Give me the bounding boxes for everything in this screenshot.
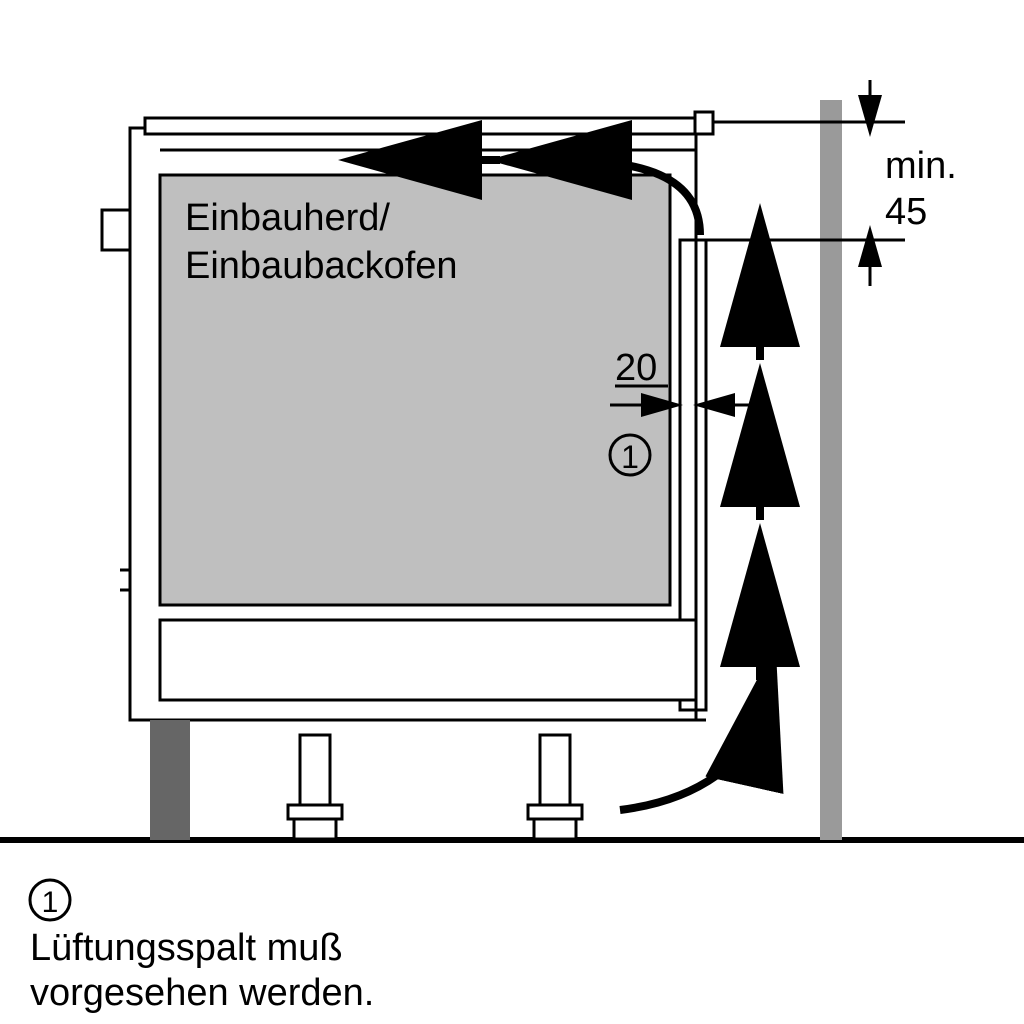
installation-diagram: Einbauherd/ Einbaubackofen min. 45 20 <box>0 0 1024 1024</box>
dim-20-value: 20 <box>615 347 657 389</box>
handle <box>102 210 130 250</box>
drawer <box>160 620 696 700</box>
callout-1-text: 1 <box>621 439 639 475</box>
foot-left <box>288 735 342 839</box>
oven-label-line2: Einbaubackofen <box>185 245 458 287</box>
oven-body <box>160 175 670 605</box>
wall <box>820 100 842 840</box>
plinth <box>150 720 190 840</box>
dim-min-text: min. <box>885 145 957 187</box>
legend-line1: Lüftungsspalt muß <box>30 927 343 969</box>
legend-line2: vorgesehen werden. <box>30 972 374 1014</box>
cooktop <box>145 118 705 134</box>
dim-min-value: 45 <box>885 191 927 233</box>
foot-right <box>528 735 582 839</box>
airflow-bottom-curve <box>620 715 760 810</box>
legend: 1 Lüftungsspalt muß vorgesehen werden. <box>30 880 374 1014</box>
legend-id: 1 <box>42 886 59 919</box>
oven-label-line1: Einbauherd/ <box>185 197 390 239</box>
cooktop-cap <box>695 112 713 134</box>
